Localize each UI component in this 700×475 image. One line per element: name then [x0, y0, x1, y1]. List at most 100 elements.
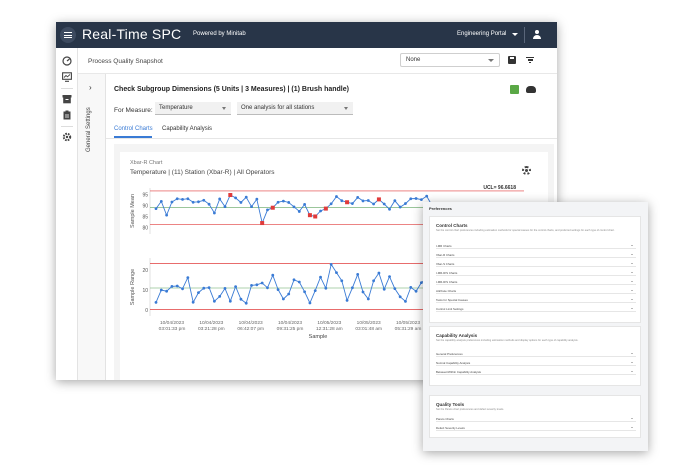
gauge-icon[interactable]	[62, 56, 72, 66]
mean-data-point	[409, 197, 412, 200]
mean-data-point	[372, 203, 375, 206]
range-data-point	[319, 276, 322, 279]
mean-data-point	[266, 209, 269, 212]
pref-row[interactable]: Control Limit Settings	[436, 306, 636, 312]
tab-control-charts[interactable]: Control Charts	[114, 126, 153, 132]
x-axis-label: Sample	[309, 334, 328, 340]
chevron-down-icon	[631, 281, 633, 282]
pref-row[interactable]: Xbar-R Charts	[436, 252, 636, 258]
app-title: Real-Time SPC	[82, 26, 181, 42]
snapshot-filter-value: None	[406, 57, 420, 63]
mean-data-point	[234, 196, 237, 199]
export-excel-icon[interactable]	[510, 85, 519, 94]
range-tick-label: 10	[142, 288, 148, 294]
mean-data-point	[213, 212, 216, 215]
mean-data-point	[335, 195, 338, 198]
mean-data-point	[197, 200, 200, 203]
mean-data-point	[282, 200, 285, 203]
filter-icon[interactable]	[526, 57, 534, 63]
page-header: Process Quality Snapshot None	[78, 48, 557, 74]
range-data-point	[245, 302, 248, 305]
range-data-point	[314, 289, 317, 292]
mean-data-point	[319, 210, 322, 213]
range-data-point	[356, 273, 359, 276]
mean-out-of-control-point	[260, 221, 264, 225]
mean-tick-label: 80	[142, 225, 148, 231]
general-settings-label: General Settings	[86, 86, 92, 152]
range-data-point	[261, 282, 264, 285]
range-data-point	[303, 290, 306, 293]
range-data-point	[218, 295, 221, 298]
tabs-divider	[106, 138, 557, 139]
control-charts-card: Control Charts Set the control chart pre…	[429, 216, 641, 323]
pref-row[interactable]: Between/Within Capability Analysis	[436, 369, 636, 375]
clipboard-icon[interactable]	[62, 110, 72, 120]
general-settings-panel[interactable]: › General Settings	[78, 74, 106, 380]
pref-row-label: Normal Capability Analysis	[436, 361, 470, 365]
pref-row[interactable]: Normal Capability Analysis	[436, 360, 636, 366]
analysis-select[interactable]: One analysis for all stations	[237, 102, 353, 115]
pref-row[interactable]: Defect Severity Levels	[436, 425, 636, 431]
pref-row[interactable]: I-MR-R/S Charts	[436, 270, 636, 276]
range-data-point	[208, 286, 211, 289]
mean-ylabel: Sample Mean	[130, 194, 136, 228]
range-data-point	[404, 300, 407, 303]
mean-data-point	[399, 206, 402, 209]
x-tick-label: 03:01:48 am	[355, 326, 382, 332]
chevron-down-icon	[631, 290, 633, 291]
measure-select[interactable]: Temperature	[155, 102, 231, 115]
section-description: Set the Pareto chart preferences and def…	[436, 408, 626, 411]
x-tick-label: 10/05/2023	[396, 320, 420, 326]
pref-row[interactable]: General Preferences	[436, 351, 636, 357]
save-icon[interactable]	[508, 56, 516, 64]
gear-icon[interactable]	[62, 132, 72, 142]
range-data-point	[399, 295, 402, 298]
x-tick-label: 05:31:29 am	[395, 326, 422, 332]
left-nav	[56, 48, 78, 380]
pref-row[interactable]: Tests for Special Causes	[436, 297, 636, 303]
pref-row-label: I-MR-R/S Charts	[436, 280, 457, 284]
divider	[524, 27, 525, 43]
measure-select-value: Temperature	[159, 105, 193, 111]
menu-icon[interactable]	[60, 27, 76, 43]
pref-row-label: Control Limit Settings	[436, 307, 463, 311]
pref-row[interactable]: Attribute Charts	[436, 288, 636, 294]
tab-capability-analysis[interactable]: Capability Analysis	[162, 126, 212, 132]
user-icon[interactable]	[532, 30, 542, 40]
portal-dropdown[interactable]: Engineering Portal	[457, 31, 506, 37]
range-data-point	[324, 287, 327, 290]
snapshot-filter-select[interactable]: None	[400, 53, 500, 67]
pref-row[interactable]: Xbar-S Charts	[436, 261, 636, 267]
x-tick-label: 03:21:28 pm	[198, 326, 225, 332]
range-data-point	[351, 286, 354, 289]
pref-row[interactable]: Pareto Charts	[436, 416, 636, 422]
pref-row-label: I-MR-R/S Charts	[436, 271, 457, 275]
range-data-point	[282, 298, 285, 301]
chevron-down-icon	[222, 107, 226, 110]
archive-icon[interactable]	[62, 94, 72, 104]
range-data-point	[393, 287, 396, 290]
cloud-download-icon[interactable]	[526, 86, 536, 93]
mean-data-point	[245, 196, 248, 199]
chevron-down-icon	[631, 371, 633, 372]
mean-data-point	[293, 205, 296, 208]
x-tick-label: 10/04/2023	[160, 320, 184, 326]
pref-row[interactable]: I-MR Charts	[436, 243, 636, 249]
range-data-point	[409, 286, 412, 289]
pref-row[interactable]: I-MR-R/S Charts	[436, 279, 636, 285]
mean-data-point	[250, 205, 253, 208]
mean-ucl-label: UCL= 96.6618	[483, 185, 516, 191]
range-data-point	[266, 286, 269, 289]
monitor-chart-icon[interactable]	[62, 72, 72, 82]
chevron-down-icon	[631, 254, 633, 255]
mean-out-of-control-point	[313, 214, 317, 218]
pref-row-label: Xbar-S Charts	[436, 262, 454, 266]
range-series-line	[156, 264, 432, 303]
mean-data-point	[240, 201, 243, 204]
range-data-point	[346, 299, 349, 302]
chevron-down-icon[interactable]	[512, 33, 518, 36]
mean-data-point	[330, 202, 333, 205]
mean-data-point	[404, 202, 407, 205]
range-data-point	[234, 285, 237, 288]
